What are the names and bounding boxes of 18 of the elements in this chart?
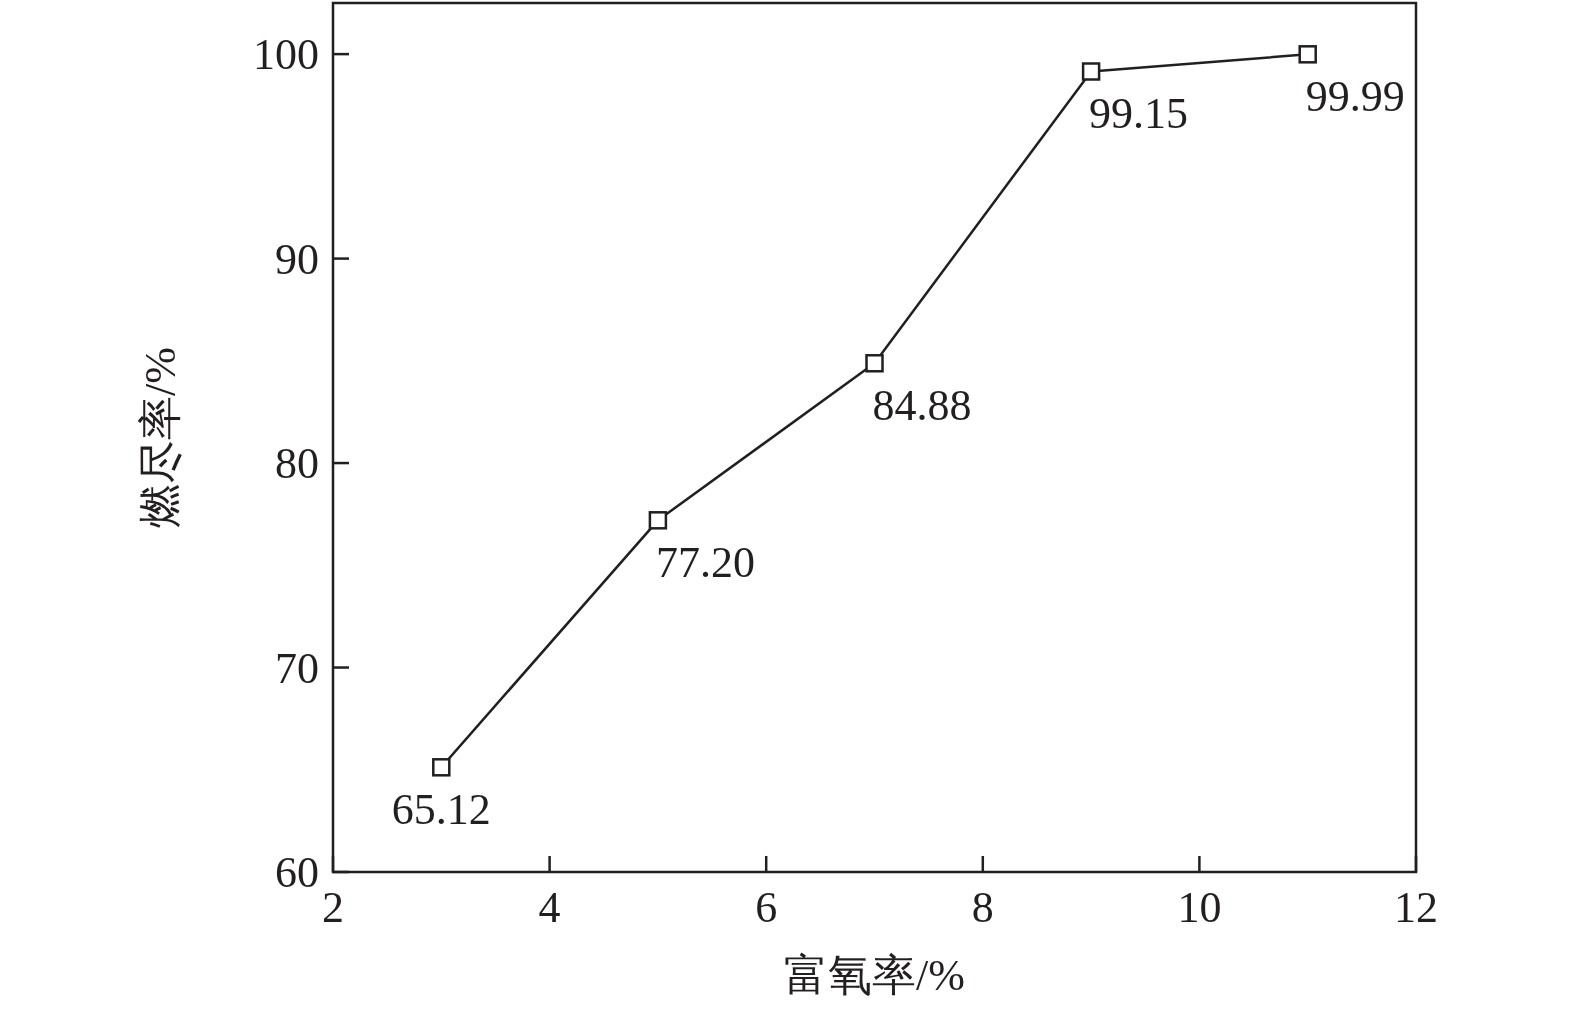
data-label: 77.20: [655, 538, 755, 588]
y-tick-label: 60: [275, 848, 319, 897]
data-label: 84.88: [872, 381, 972, 431]
data-label: 99.99: [1305, 72, 1405, 122]
x-tick-label: 6: [755, 883, 778, 932]
x-tick-label: 4: [538, 883, 561, 932]
x-tick-label: 2: [322, 883, 344, 932]
y-tick-label: 90: [275, 234, 319, 284]
y-tick-label: 100: [253, 30, 319, 80]
data-label: 65.12: [391, 785, 491, 835]
x-tick-label: 10: [1177, 883, 1222, 932]
data-label: 99.15: [1089, 89, 1189, 139]
x-axis-title: 富氧率/%: [784, 951, 965, 1000]
y-tick-label: 80: [275, 439, 319, 489]
y-axis-title: 燃尽率/%: [136, 347, 185, 528]
y-tick-label: 70: [275, 643, 319, 693]
x-tick-label: 12: [1394, 883, 1438, 932]
x-tick-label: 8: [971, 883, 994, 932]
